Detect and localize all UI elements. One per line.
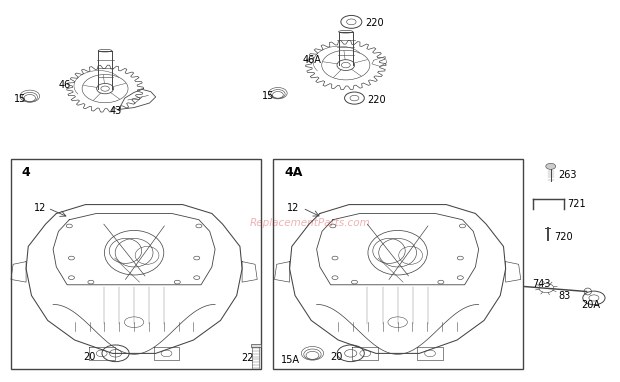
- Text: 4: 4: [22, 165, 30, 179]
- Text: 83: 83: [558, 291, 570, 301]
- Text: 20: 20: [83, 352, 95, 362]
- Text: 15: 15: [262, 91, 274, 101]
- Text: 721: 721: [567, 199, 585, 209]
- FancyBboxPatch shape: [11, 159, 260, 369]
- Text: 720: 720: [554, 232, 572, 242]
- Text: 12: 12: [287, 203, 299, 213]
- Text: 15A: 15A: [281, 355, 300, 365]
- Text: 46: 46: [58, 80, 71, 90]
- Text: 20: 20: [330, 352, 342, 362]
- Text: 22: 22: [241, 353, 254, 363]
- Text: 4A: 4A: [284, 165, 303, 179]
- Text: 20A: 20A: [582, 300, 601, 310]
- Circle shape: [546, 163, 556, 169]
- Text: 12: 12: [33, 203, 46, 213]
- Text: 743: 743: [532, 279, 551, 289]
- Text: ReplacementParts.com: ReplacementParts.com: [250, 218, 370, 228]
- Text: 263: 263: [559, 170, 577, 180]
- Text: 46A: 46A: [303, 55, 321, 65]
- Text: 15: 15: [14, 94, 26, 104]
- Text: 220: 220: [368, 95, 386, 105]
- Text: 220: 220: [366, 18, 384, 28]
- FancyBboxPatch shape: [273, 159, 523, 369]
- FancyBboxPatch shape: [250, 345, 260, 347]
- Text: 43: 43: [109, 105, 122, 116]
